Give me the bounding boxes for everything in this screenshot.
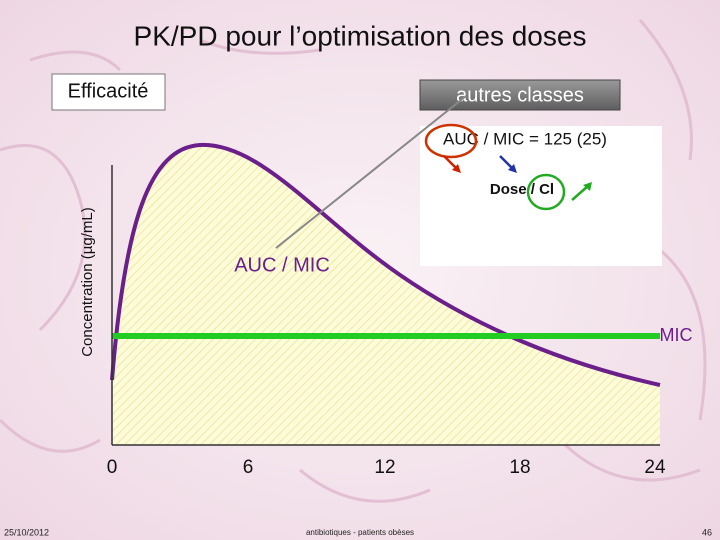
auc-area bbox=[112, 144, 660, 445]
slide-title: PK/PD pour l’optimisation des doses bbox=[134, 20, 587, 51]
x-tick-label: 6 bbox=[243, 457, 254, 478]
cl-circle bbox=[526, 173, 566, 211]
concentration-curve bbox=[110, 142, 661, 387]
inset-dose: Dose / Cl bbox=[490, 181, 554, 198]
footer-page: 46 bbox=[702, 527, 712, 537]
x-tick-label: 24 bbox=[644, 457, 666, 478]
x-tick-label: 18 bbox=[509, 457, 530, 478]
mic-label: MIC bbox=[660, 325, 693, 345]
x-tick-label: 12 bbox=[374, 457, 395, 478]
auc-circle bbox=[424, 123, 478, 159]
x-tick-label: 0 bbox=[107, 457, 118, 478]
efficacy-box bbox=[51, 73, 166, 111]
efficacy-label: Efficacité bbox=[68, 80, 149, 102]
connector bbox=[275, 95, 467, 249]
inset-box bbox=[420, 126, 662, 266]
area-label: AUC / MIC bbox=[234, 254, 330, 276]
inset-formula: AUC / MIC = 125 (25) bbox=[443, 129, 607, 148]
y-axis-label: Concentration (µg/mL) bbox=[79, 207, 96, 357]
tissue-texture bbox=[0, 19, 707, 503]
footer-subject: antibiotiques - patients obèses bbox=[306, 528, 414, 537]
other-classes-label: autres classes bbox=[456, 84, 584, 106]
arrow-up bbox=[571, 185, 589, 201]
footer-date: 25/10/2012 bbox=[4, 527, 49, 537]
arrowhead bbox=[452, 164, 461, 173]
arrowhead bbox=[583, 182, 592, 191]
arrowhead bbox=[508, 164, 517, 173]
